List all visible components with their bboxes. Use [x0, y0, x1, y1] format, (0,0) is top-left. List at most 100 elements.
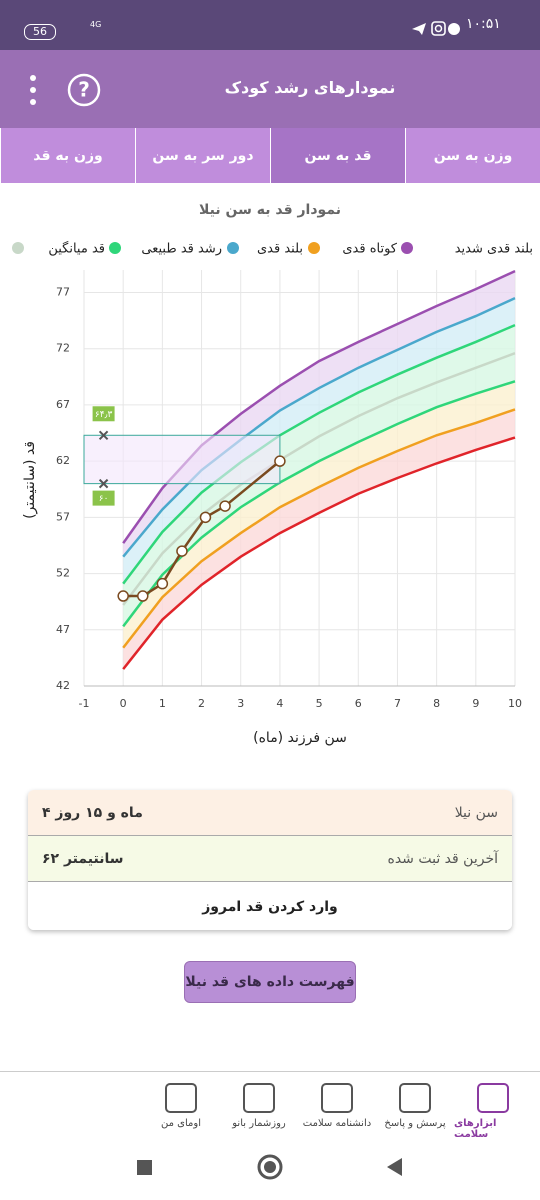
info-value: ۶۲ سانتیمتر: [42, 850, 124, 867]
info-row: سن نیلا ۴ ماه و ۱۵ روز: [28, 790, 512, 836]
chart-title: نمودار قد به سن نیلا: [199, 202, 341, 218]
clock: ۱۰:۵۱: [466, 16, 501, 32]
legend-label: بلند قدی: [257, 242, 303, 257]
tab[interactable]: وزن به سن: [405, 128, 540, 183]
child-point: [156, 577, 169, 590]
band: [123, 325, 515, 606]
info-row: آخرین قد ثبت شده ۶۲ سانتیمتر: [28, 836, 512, 882]
x-tick-label: 1: [159, 697, 166, 710]
bottom-nav: ابزارهای سلامت پرسش و پاسخ دانشنامه سلامت ر…: [0, 1071, 540, 1141]
y-tick-label: 42: [56, 679, 70, 692]
legend-swatch: [12, 242, 24, 254]
legend-label: قد میانگین: [48, 241, 105, 257]
x-axis-label: سن فرزند (ماه): [253, 730, 347, 746]
child-point: [199, 511, 212, 524]
legend-label: کوتاه قدی: [342, 242, 397, 257]
chart: نمودار قد به سن نیلا بلند قدی شدید بلند قد…: [12, 202, 533, 746]
nav-label: پرسش و پاسخ: [384, 1118, 446, 1129]
y-tick-label: 62: [56, 454, 70, 467]
status-icons: [412, 21, 460, 36]
reference-line: [122, 352, 516, 606]
y-tick-label: 47: [56, 623, 70, 636]
target-label: ۶۰: [99, 494, 109, 504]
reference-line: [122, 380, 516, 628]
nav-icon: [399, 1083, 431, 1113]
add-height-action[interactable]: وارد کردن قد امروز: [28, 882, 512, 930]
nav-label: دانشنامه سلامت: [302, 1118, 372, 1129]
y-tick-label: 72: [56, 342, 70, 355]
target-marker: [98, 478, 109, 489]
svg-text:?: ?: [78, 78, 90, 102]
band: [123, 381, 515, 648]
info-label: سن نیلا: [454, 804, 498, 821]
status-bar: ۱۰:۵۱ 56 4G: [0, 0, 540, 50]
x-tick-label: 2: [198, 697, 205, 710]
header-actions[interactable]: ?: [20, 70, 110, 110]
x-tick-label: 4: [276, 697, 283, 710]
nav-icon: [477, 1083, 509, 1113]
y-tick-label: 52: [56, 567, 70, 580]
nav-label: روزشمار بانو: [232, 1118, 286, 1129]
y-axis-label: قد (سانتیمتر): [22, 441, 38, 519]
band: [123, 409, 515, 670]
legend-swatch: [109, 242, 121, 254]
legend-label: رشد قد طبیعی: [141, 242, 222, 257]
nav-item[interactable]: پرسش و پاسخ: [376, 1072, 454, 1141]
info-value: ۴ ماه و ۱۵ روز: [42, 804, 143, 821]
legend-swatch: [401, 242, 413, 254]
band: [123, 298, 515, 584]
child-point: [137, 590, 149, 602]
network: 4G: [90, 20, 102, 29]
child-point: [176, 545, 188, 557]
nav-item[interactable]: ابزارهای سلامت: [454, 1072, 532, 1141]
nav-icon: [321, 1083, 353, 1113]
band: [123, 271, 515, 557]
x-tick-label: 5: [316, 697, 323, 710]
child-point: [274, 455, 286, 467]
system-nav: [137, 1154, 402, 1180]
tab-bar: وزن به سن قد به سن دور سر به سن وزن به قد: [0, 128, 540, 183]
reference-line: [122, 323, 516, 585]
nav-item[interactable]: روزشمار بانو: [220, 1072, 298, 1141]
nav-icon: [243, 1083, 275, 1113]
reference-line: [122, 408, 516, 649]
child-point: [219, 500, 231, 512]
band: [123, 353, 515, 627]
x-tick-label: 10: [508, 697, 522, 710]
nav-label: اومای من: [161, 1118, 201, 1129]
list-button[interactable]: فهرست داده های قد نیلا: [184, 961, 356, 1003]
tab[interactable]: قد به سن: [270, 128, 405, 183]
nav-icon: [165, 1083, 197, 1113]
nav-label: ابزارهای سلامت: [454, 1118, 497, 1140]
target-label: ۶۴٫۳: [95, 410, 113, 420]
x-tick-label: -1: [79, 697, 90, 710]
battery: 56: [24, 24, 56, 40]
target-range: [83, 434, 281, 485]
header-title: نمودارهای رشد کودک: [224, 78, 396, 97]
nav-item[interactable]: اومای من: [142, 1072, 220, 1141]
target-label-box: [92, 490, 115, 506]
child-point: [117, 590, 129, 602]
legend-label: بلند قدی شدید: [455, 242, 533, 257]
app-header: نمودارهای رشد کودک ?: [0, 50, 540, 128]
tab[interactable]: دور سر به سن: [135, 128, 270, 183]
target-marker: [98, 430, 109, 440]
legend-swatch: [227, 242, 239, 254]
y-tick-label: 77: [56, 285, 70, 298]
y-tick-label: 67: [56, 398, 70, 411]
legend-swatch: [308, 242, 320, 254]
reference-line: [122, 436, 516, 670]
info-card: سن نیلا ۴ ماه و ۱۵ روز آخرین قد ثبت شده ۶۲…: [28, 790, 512, 930]
x-tick-label: 9: [472, 697, 479, 710]
x-tick-label: 6: [355, 697, 362, 710]
info-label: آخرین قد ثبت شده: [387, 850, 499, 867]
x-tick-label: 3: [237, 697, 244, 710]
nav-item[interactable]: دانشنامه سلامت: [298, 1072, 376, 1141]
y-tick-label: 57: [56, 510, 70, 523]
x-tick-label: 8: [433, 697, 440, 710]
x-tick-label: 7: [394, 697, 401, 710]
tab[interactable]: وزن به قد: [0, 128, 135, 183]
target-label-box: [92, 406, 115, 422]
x-tick-label: 0: [120, 697, 127, 710]
